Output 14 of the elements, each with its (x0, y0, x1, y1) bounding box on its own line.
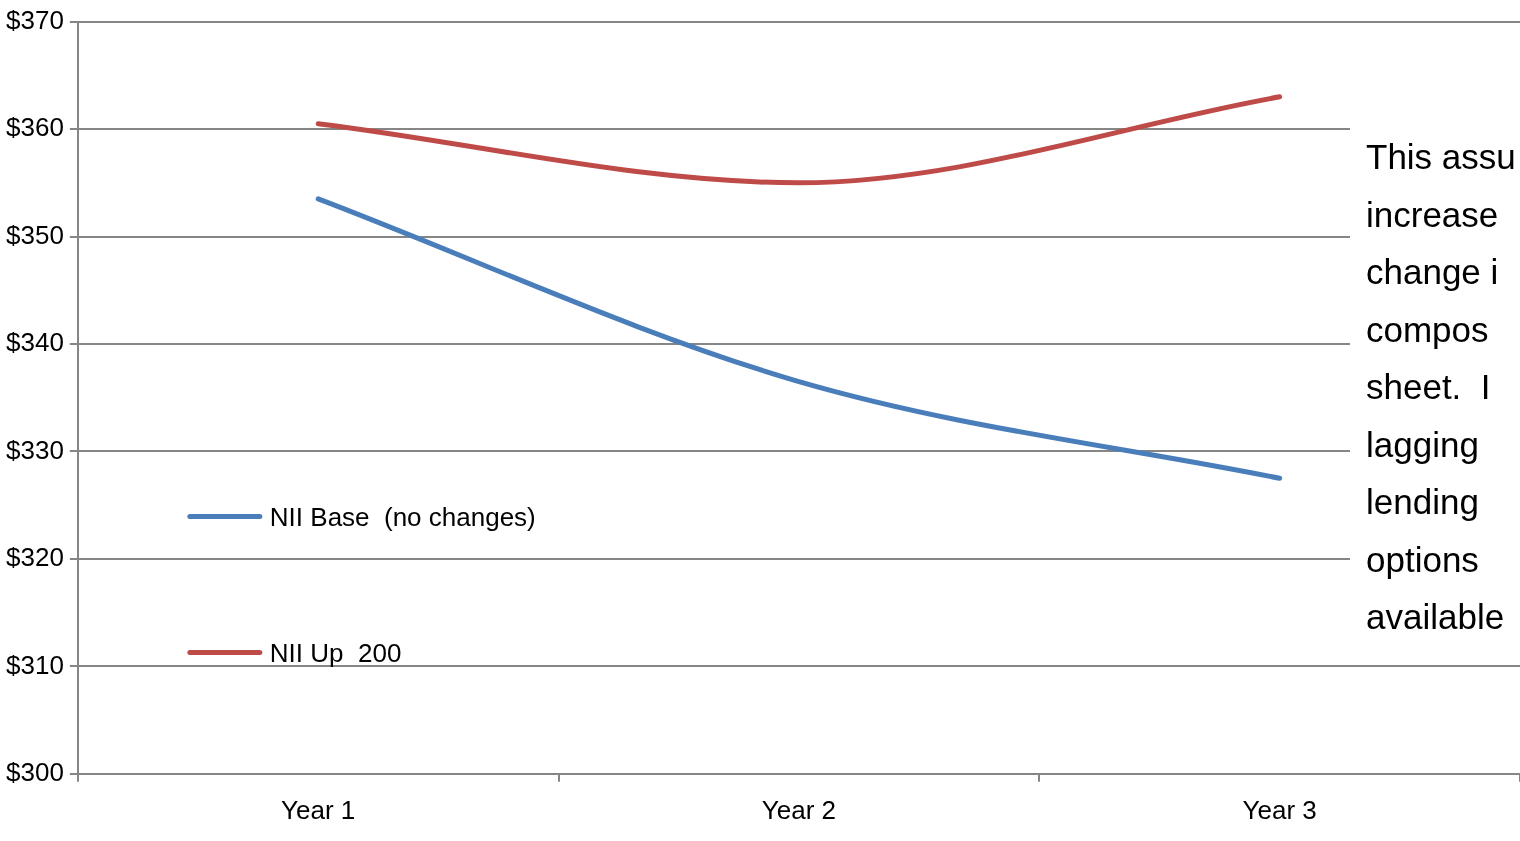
y-tick-label: $340 (6, 327, 64, 358)
legend-label: NII Up 200 (269, 637, 402, 668)
x-tick-label: Year 1 (281, 794, 356, 825)
y-tick-label: $300 (6, 756, 64, 787)
legend-label: NII Base (no changes) (269, 501, 536, 532)
y-tick-label: $350 (6, 219, 64, 250)
text: This assu increase change i compos sheet. I lagging lending options available (1366, 137, 1516, 636)
y-tick-label: $310 (6, 649, 64, 680)
x-tick-label: Year 2 (761, 794, 837, 825)
y-tick-label: $320 (6, 542, 64, 573)
y-tick-label: $330 (6, 434, 64, 465)
y-tick-label: $360 (6, 112, 64, 143)
x-tick-label: Year 3 (1242, 794, 1317, 825)
y-tick-label: $370 (6, 4, 64, 35)
